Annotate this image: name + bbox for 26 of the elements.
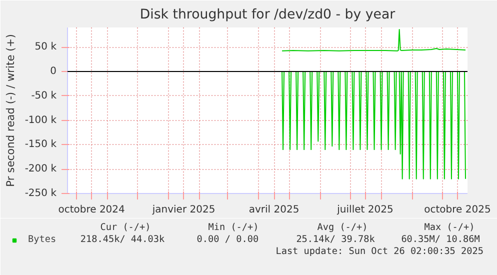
text: Last update: Sun Oct 26 02:00:35 2025 [276, 246, 484, 257]
text: Cur (-/+) [100, 222, 151, 233]
text: Avg (-/+) [317, 222, 368, 233]
legend-label: Bytes [28, 234, 56, 245]
text: Min (-/+) [208, 222, 259, 233]
y-tick-label: 0 [50, 66, 57, 77]
x-tick-label: avril 2025 [248, 204, 300, 216]
x-tick-label: octobre 2025 [424, 204, 491, 216]
y-tick-label: -100 k [24, 114, 57, 126]
x-tick-label: janvier 2025 [151, 204, 216, 216]
y-axis-title: Pr second read (-) / write (+) [4, 34, 17, 187]
text: 0.00 / 0.00 [196, 234, 259, 245]
text: Max (-/+) [424, 222, 475, 233]
y-tick-label: -250 k [24, 188, 57, 199]
y-tick-label: 50 k [34, 42, 57, 53]
text: 25.14k/ 39.78k [296, 234, 376, 245]
x-tick-label: juillet 2025 [336, 204, 394, 216]
line-series [282, 28, 466, 52]
y-tick-label: -50 k [31, 90, 57, 102]
x-tick-label: octobre 2024 [58, 204, 125, 216]
line-series [282, 70, 466, 180]
text: 218.45k/ 44.03k [80, 234, 166, 245]
y-tick-label: -150 k [24, 139, 57, 150]
chart-title: Disk throughput for /dev/zd0 - by year [140, 8, 396, 22]
y-tick-label: -200 k [24, 164, 57, 175]
text: 60.35M/ 10.86M [401, 234, 480, 245]
